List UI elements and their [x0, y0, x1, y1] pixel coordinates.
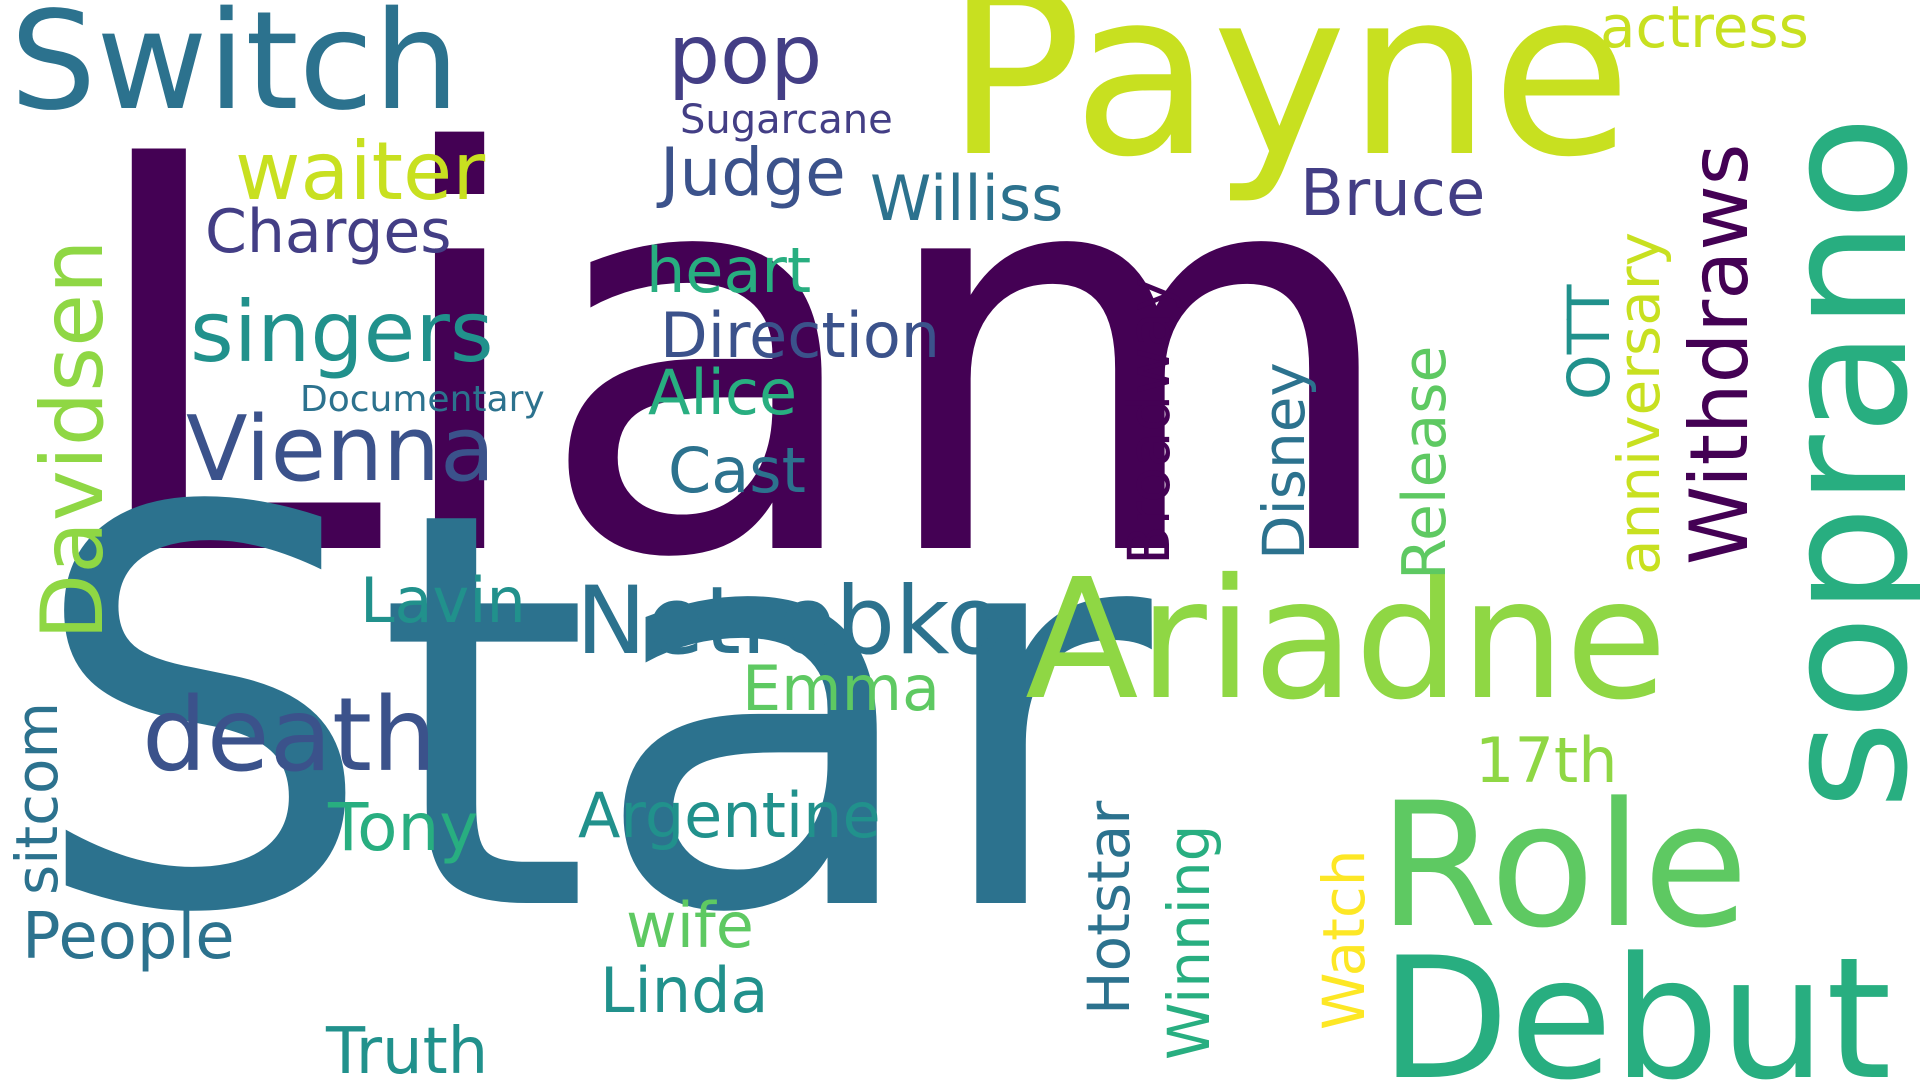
word-watch: Watch	[1310, 849, 1378, 1030]
word-direction: Direction	[660, 299, 941, 372]
word-ariadne: Ariadne	[1025, 544, 1668, 737]
word-singers: singers	[190, 283, 494, 381]
word-liam: Liam	[78, 40, 1406, 678]
word-wife: wife	[626, 889, 754, 962]
word-tony: Tony	[328, 789, 479, 866]
word-role: Role	[1378, 765, 1749, 966]
word-soprano: soprano	[1745, 115, 1920, 810]
word-sugarcane: Sugarcane	[680, 97, 893, 143]
word-heart: heart	[646, 234, 812, 307]
word-charges: Charges	[205, 197, 452, 267]
word-winning: Winning	[1155, 824, 1223, 1060]
word-bruce: Bruce	[1300, 157, 1486, 231]
word-sitcom: sitcom	[3, 702, 71, 895]
word-people: People	[22, 900, 235, 974]
word-pop: pop	[668, 8, 823, 103]
word-davidsen: Davidsen	[23, 239, 123, 640]
word-argentine: Argentine	[578, 779, 881, 852]
word-linda: Linda	[600, 954, 769, 1027]
word-emma: Emma	[742, 652, 940, 725]
word-star: Star	[28, 395, 1152, 1033]
word-vienna: Vienna	[186, 397, 496, 502]
word-broadway: Broadway	[1115, 277, 1183, 565]
word-documentary: Documentary	[300, 379, 545, 420]
word-hotstar: Hotstar	[1075, 800, 1143, 1015]
word-judge: Judge	[660, 134, 846, 211]
word-cast: Cast	[668, 434, 806, 507]
word-netrebko: Netrebko	[576, 567, 1004, 676]
word-lavin: Lavin	[360, 564, 526, 637]
word-debut: Debut	[1380, 921, 1892, 1080]
word-death: death	[142, 676, 437, 795]
word-truth: Truth	[326, 1015, 489, 1080]
word-release: Release	[1390, 345, 1460, 580]
word-williss: Williss	[870, 162, 1064, 235]
word-disney: Disney	[1250, 362, 1318, 560]
word-alice: Alice	[648, 356, 798, 429]
word-payne: Payne	[945, 0, 1632, 207]
word-waiter: waiter	[235, 125, 486, 218]
word-17th: 17th	[1475, 724, 1618, 797]
word-withdraws: Withdraws	[1673, 143, 1766, 565]
word-switch: Switch	[10, 0, 460, 141]
word-actress: actress	[1600, 0, 1809, 61]
word-anniversary: anniversary	[1605, 232, 1673, 575]
